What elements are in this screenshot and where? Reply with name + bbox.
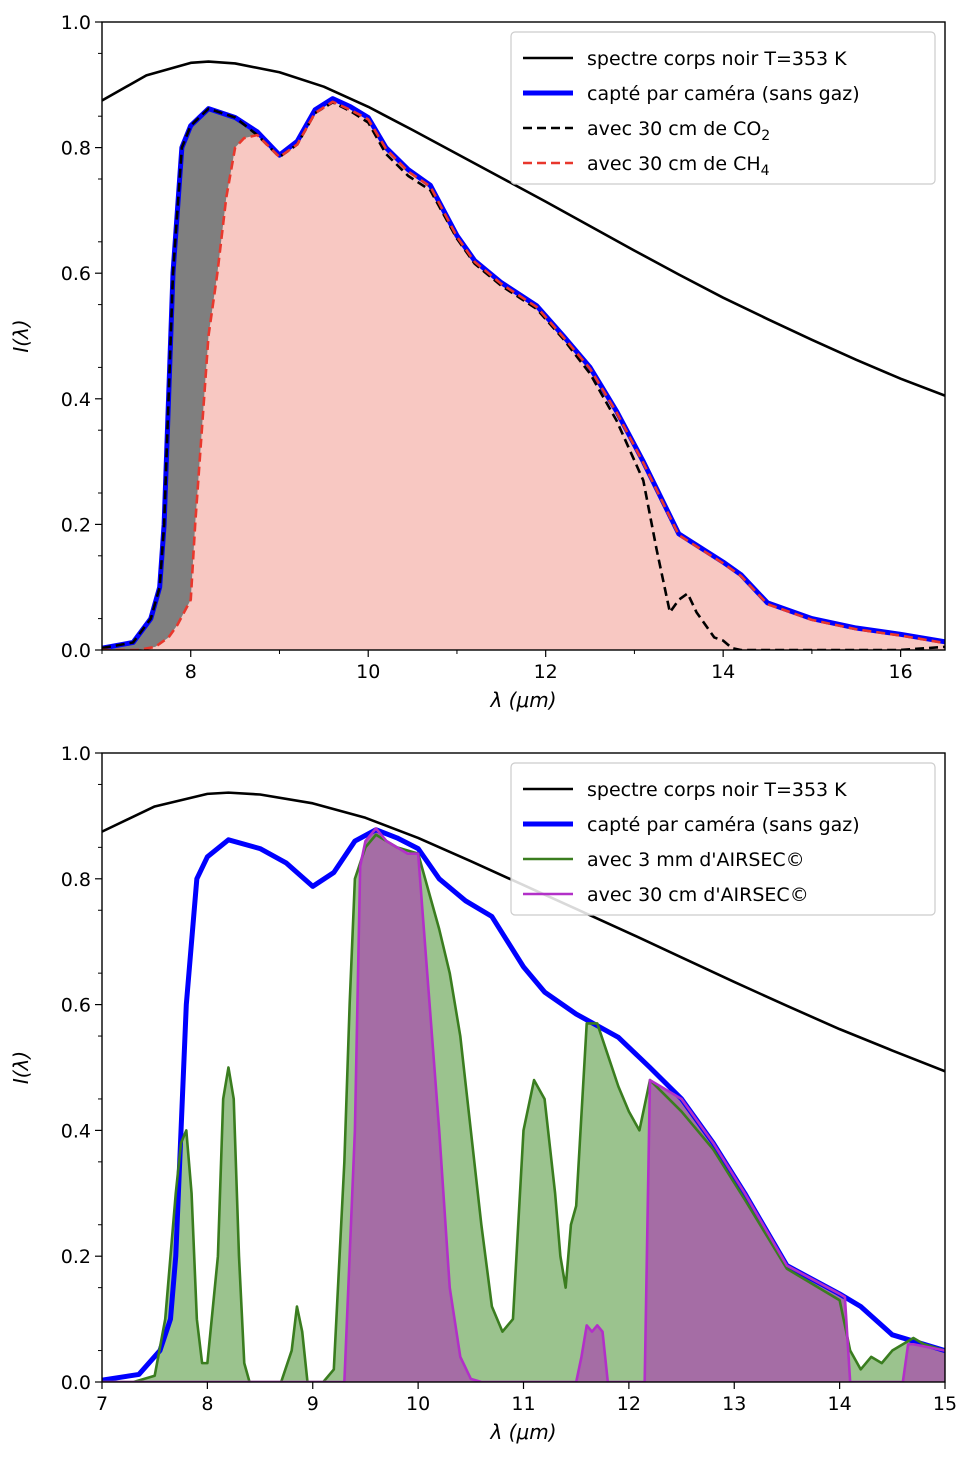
y-tick-label: 0.0	[61, 1372, 91, 1394]
legend-entry-4: avec 30 cm d'AIRSEC©	[587, 884, 809, 906]
y-tick-label: 0.6	[61, 995, 91, 1017]
y-tick-label: 0.8	[61, 138, 91, 160]
legend-box	[510, 762, 936, 916]
x-axis-label: λ (μm)	[489, 688, 556, 712]
x-tick-label: 10	[356, 661, 380, 683]
legend-entry-1: spectre corps noir T=353 K	[587, 779, 847, 801]
legend-entry-2: capté par caméra (sans gaz)	[587, 814, 860, 836]
legend-entry-4: avec 30 cm de CH4​	[587, 153, 770, 179]
series-line-3	[102, 833, 945, 1382]
y-tick-label: 0.4	[61, 389, 91, 411]
axes-frame	[101, 21, 946, 651]
x-tick-label: 16	[889, 661, 913, 683]
x-tick-label: 14	[711, 661, 735, 683]
y-axis-label: I(λ)	[9, 319, 33, 352]
y-tick-label: 1.0	[61, 743, 91, 765]
y-tick-label: 0.6	[61, 263, 91, 285]
plot-area	[102, 791, 945, 1382]
x-axis-label: λ (μm)	[489, 1420, 556, 1444]
y-tick-label: 0.2	[61, 514, 91, 536]
x-tick-label: 15	[933, 1393, 957, 1415]
series-line-4	[102, 100, 945, 650]
legend-entry-3: avec 30 cm de CO2​	[587, 118, 770, 144]
x-tick-label: 9	[307, 1393, 319, 1415]
y-tick-label: 0.8	[61, 869, 91, 891]
series-line-1	[102, 60, 945, 397]
y-tick-label: 0.2	[61, 1246, 91, 1268]
y-axis-label: I(λ)	[9, 1051, 33, 1084]
legend-entry-3: avec 3 mm d'AIRSEC©	[587, 849, 805, 871]
chart-1: 8 10 12 14 16 0.0 0.2 0.4 0.6 0.8 1.0 λ (μm) I(λ) spe…	[9, 12, 946, 712]
series-line-1	[102, 791, 945, 1073]
legend-entry-2: capté par caméra (sans gaz)	[587, 83, 860, 105]
series-fill-4	[102, 828, 945, 1382]
x-tick-label: 7	[96, 1393, 108, 1415]
y-tick-label: 0.4	[61, 1120, 91, 1142]
legend-entry-1: spectre corps noir T=353 K	[587, 48, 847, 70]
x-tick-label: 11	[511, 1393, 535, 1415]
x-tick-label: 13	[722, 1393, 746, 1415]
legend: spectre corps noir T=353 K capté par camé…	[510, 762, 936, 916]
x-tick-label: 12	[617, 1393, 641, 1415]
x-tick-label: 8	[185, 661, 197, 683]
legend: spectre corps noir T=353 K capté par camé…	[510, 31, 936, 185]
x-tick-label: 8	[201, 1393, 213, 1415]
x-tick-label: 12	[534, 661, 558, 683]
series-fill-4	[102, 101, 945, 650]
x-tick-label: 14	[828, 1393, 852, 1415]
chart-2: 7 8 9 10 11 12 13 14 15 0.0 0.2 0.4 0.6 0.8 1.0 λ (μm) I…	[9, 743, 957, 1444]
y-tick-label: 1.0	[61, 12, 91, 34]
x-tick-label: 10	[406, 1393, 430, 1415]
y-tick-label: 0.0	[61, 640, 91, 662]
plot-area	[102, 60, 945, 650]
legend-box	[510, 31, 936, 185]
series-line-4	[102, 827, 945, 1382]
